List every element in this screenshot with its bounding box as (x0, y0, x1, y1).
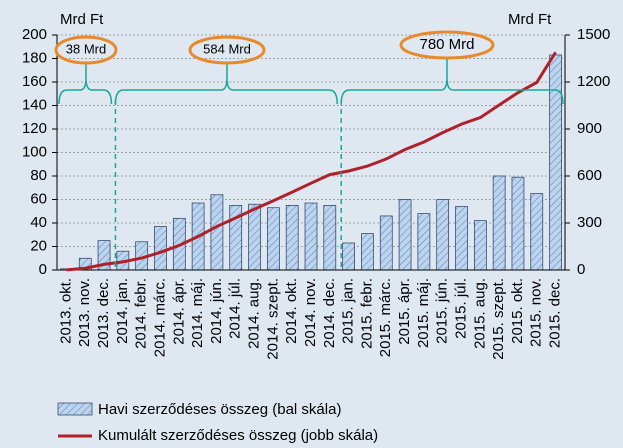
x-tick-label: 2015. dec. (547, 278, 564, 348)
y-tick-label: 140 (22, 96, 47, 113)
bar (210, 194, 224, 271)
cumulative-line (66, 51, 557, 272)
y-tick-label: 20 (30, 237, 47, 254)
x-tick-label: 2014. aug. (246, 278, 263, 349)
y-tick-label: 40 (30, 214, 47, 231)
y-tick-label: 80 (30, 167, 47, 184)
y-tick-label: 100 (22, 143, 47, 160)
annotation: 780 Mrd (419, 36, 474, 53)
bar (154, 226, 167, 271)
bar (511, 176, 525, 271)
x-tick-label: 2014. febr. (133, 278, 150, 349)
x-tick-label: 2014. dec. (321, 278, 338, 348)
y-tick-label: 180 (22, 49, 47, 66)
x-tick-label: 2015. jan. (340, 278, 357, 344)
x-tick-label: 2014. júl. (227, 278, 244, 339)
y2-tick-label: 1200 (577, 73, 610, 90)
x-tick-label: 2015. nov. (528, 278, 545, 347)
y2-tick-label: 1500 (577, 26, 610, 43)
y-tick-label: 200 (22, 26, 47, 43)
bar (267, 207, 280, 271)
y-tick-label: 0 (39, 261, 47, 278)
x-tick-label: 2015. aug. (471, 278, 488, 349)
x-tick-label: 2014. nov. (302, 278, 319, 347)
bar (455, 206, 468, 271)
legend-swatch (57, 402, 93, 416)
y-axis-label: Mrd Ft (60, 11, 104, 28)
bar (248, 203, 261, 271)
x-tick-label: 2015. júl. (452, 278, 469, 339)
legend-label: Kumulált szerződéses összeg (jobb skála) (98, 427, 378, 444)
y-tick-label: 60 (30, 190, 47, 207)
x-tick-label: 2015. máj. (415, 278, 432, 348)
y2-tick-label: 600 (577, 167, 602, 184)
annotation: 38 Mrd (66, 41, 106, 56)
x-tick-label: 2014. máj. (189, 278, 206, 348)
x-tick-label: 2013. okt. (57, 278, 74, 344)
x-tick-label: 2014. szept. (264, 278, 281, 360)
bar (304, 202, 318, 271)
y2-tick-label: 900 (577, 120, 602, 137)
y-tick-label: 160 (22, 73, 47, 90)
x-tick-label: 2015. ápr. (396, 278, 413, 345)
x-tick-label: 2014. okt. (283, 278, 300, 344)
x-tick-label: 2015. jún. (434, 278, 451, 344)
x-tick-label: 2013. dec. (95, 278, 112, 348)
bar (417, 213, 431, 271)
x-tick-label: 2015. szept. (490, 278, 507, 360)
bar (323, 205, 337, 271)
bar (530, 193, 544, 271)
annotation-ellipse (188, 35, 266, 65)
bar (379, 215, 393, 271)
bar (549, 54, 562, 271)
annotation-ellipse (54, 35, 118, 65)
y2-tick-label: 300 (577, 214, 602, 231)
legend-label: Havi szerződéses összeg (bal skála) (98, 401, 341, 418)
bar (398, 199, 412, 271)
x-tick-label: 2015. okt. (509, 278, 526, 344)
annotation: 584 Mrd (203, 41, 251, 56)
bar (473, 220, 487, 271)
y2-tick-label: 0 (577, 261, 585, 278)
annotation-ellipse (399, 30, 495, 60)
x-tick-label: 2015. márc. (377, 278, 394, 357)
bar (492, 175, 506, 271)
bar (342, 242, 355, 271)
x-tick-label: 2015. febr. (358, 278, 375, 349)
x-tick-label: 2014. jún. (208, 278, 225, 344)
bar (436, 199, 450, 271)
x-tick-label: 2014. jan. (114, 278, 131, 344)
bar (285, 205, 299, 271)
y-tick-label: 120 (22, 120, 47, 137)
bar (361, 233, 374, 271)
x-tick-label: 2014. márc. (151, 278, 168, 357)
x-tick-label: 2013. nov. (76, 278, 93, 347)
x-tick-label: 2014. ápr. (170, 278, 187, 345)
y2-axis-label: Mrd Ft (508, 11, 552, 28)
